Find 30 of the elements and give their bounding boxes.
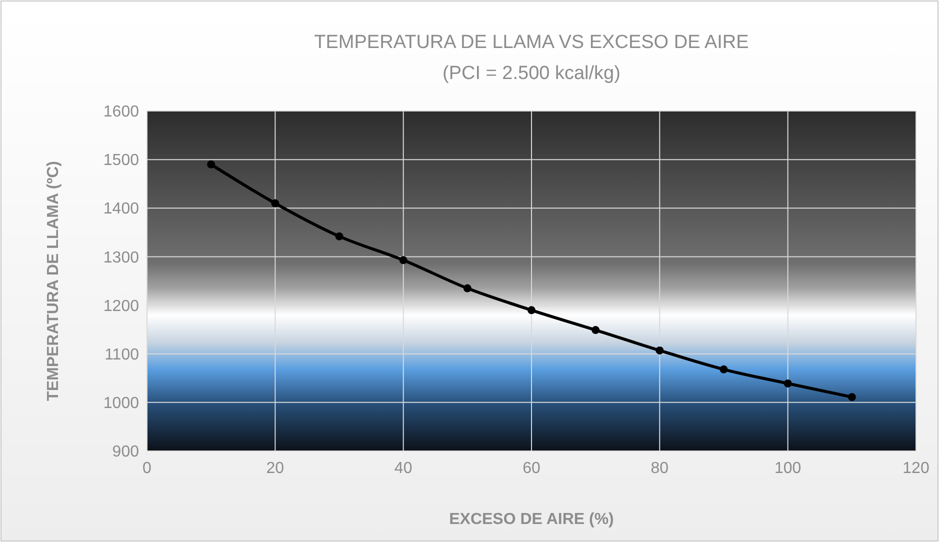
y-tick-label: 900: [112, 444, 140, 461]
point: [335, 232, 344, 240]
point: [463, 284, 472, 292]
point: [207, 160, 216, 168]
y-tick-label: 1400: [103, 200, 140, 218]
y-axis-title: TEMPERATURA DE LLAMA (ºC): [45, 161, 62, 401]
x-tick-label: 0: [142, 460, 152, 477]
point: [656, 346, 664, 354]
y-tick-label: 1200: [103, 298, 140, 315]
x-tick-label: 120: [902, 460, 930, 477]
point: [271, 199, 280, 208]
chart-subtitle: (PCI = 2.500 kcal/kg): [442, 63, 620, 84]
point: [720, 365, 728, 374]
x-tick-label: 60: [522, 460, 540, 477]
point: [592, 326, 600, 334]
point: [848, 393, 856, 402]
y-tick-label: 1600: [103, 104, 140, 121]
y-tick-label: 1000: [103, 395, 140, 412]
point: [528, 306, 536, 314]
x-tick-label: 20: [266, 460, 284, 477]
point: [399, 256, 408, 264]
x-tick-label: 80: [650, 460, 669, 477]
x-tick-label: 100: [774, 460, 802, 477]
y-tick-label: 1500: [103, 152, 140, 170]
x-tick-label: 40: [394, 460, 412, 477]
y-tick-label: 1100: [104, 346, 140, 364]
chart-title: TEMPERATURA DE LLAMA VS EXCESO DE AIRE: [314, 32, 749, 53]
x-axis-title: EXCESO DE AIRE (%): [449, 511, 614, 528]
point: [784, 379, 792, 388]
y-tick-label: 1300: [103, 249, 140, 266]
